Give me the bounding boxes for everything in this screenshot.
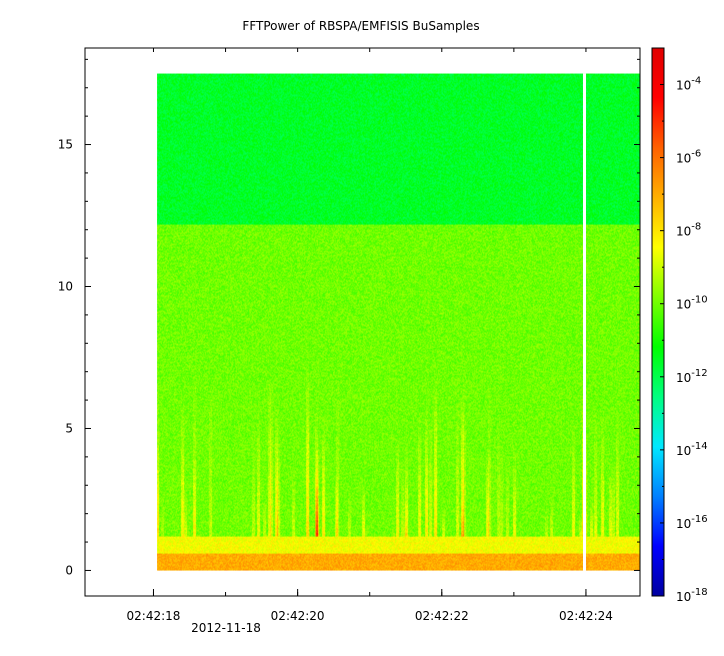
x-tick-label: 02:42:22 — [415, 609, 469, 623]
plot-area — [84, 47, 641, 597]
colorbar-tick-label: 10-12 — [676, 368, 708, 385]
y-tick-label: 15 — [58, 138, 73, 152]
colorbar-tick-label: 10-8 — [676, 222, 701, 239]
colorbar-tick-label: 10-4 — [676, 76, 701, 93]
colorbar-ticks: 10-18 10-16 10-14 10-12 10-10 10-8 10-6 10-4 — [660, 47, 708, 604]
y-tick-label: 10 — [58, 280, 73, 294]
x-axis: 02:42:18 02:42:20 02:42:22 02:42:24 — [127, 48, 613, 623]
x-axis-date-label: 2012-11-18 — [191, 621, 261, 635]
y-axis: 0 5 10 15 — [58, 58, 640, 577]
y-tick-label: 0 — [65, 563, 73, 577]
x-tick-label: 02:42:24 — [559, 609, 613, 623]
colorbar-tick-label: 10-6 — [676, 149, 701, 166]
x-tick-label: 02:42:20 — [271, 609, 325, 623]
plot-frame — [84, 47, 641, 597]
colorbar-tick-label: 10-16 — [676, 514, 708, 531]
colorbar-tick-label: 10-14 — [676, 441, 708, 458]
x-tick-label: 02:42:18 — [127, 609, 181, 623]
colorbar-gradient — [651, 47, 665, 597]
colorbar-tick-label: 10-10 — [676, 295, 708, 312]
chart-title: FFTPower of RBSPA/EMFISIS BuSamples — [242, 19, 479, 33]
spectrogram-image — [157, 73, 641, 571]
data-gap-line — [583, 73, 586, 571]
y-tick-label: 5 — [65, 421, 73, 435]
colorbar-tick-label: 10-18 — [676, 587, 708, 604]
colorbar: 10-18 10-16 10-14 10-12 10-10 10-8 10-6 10-4 — [651, 47, 708, 604]
